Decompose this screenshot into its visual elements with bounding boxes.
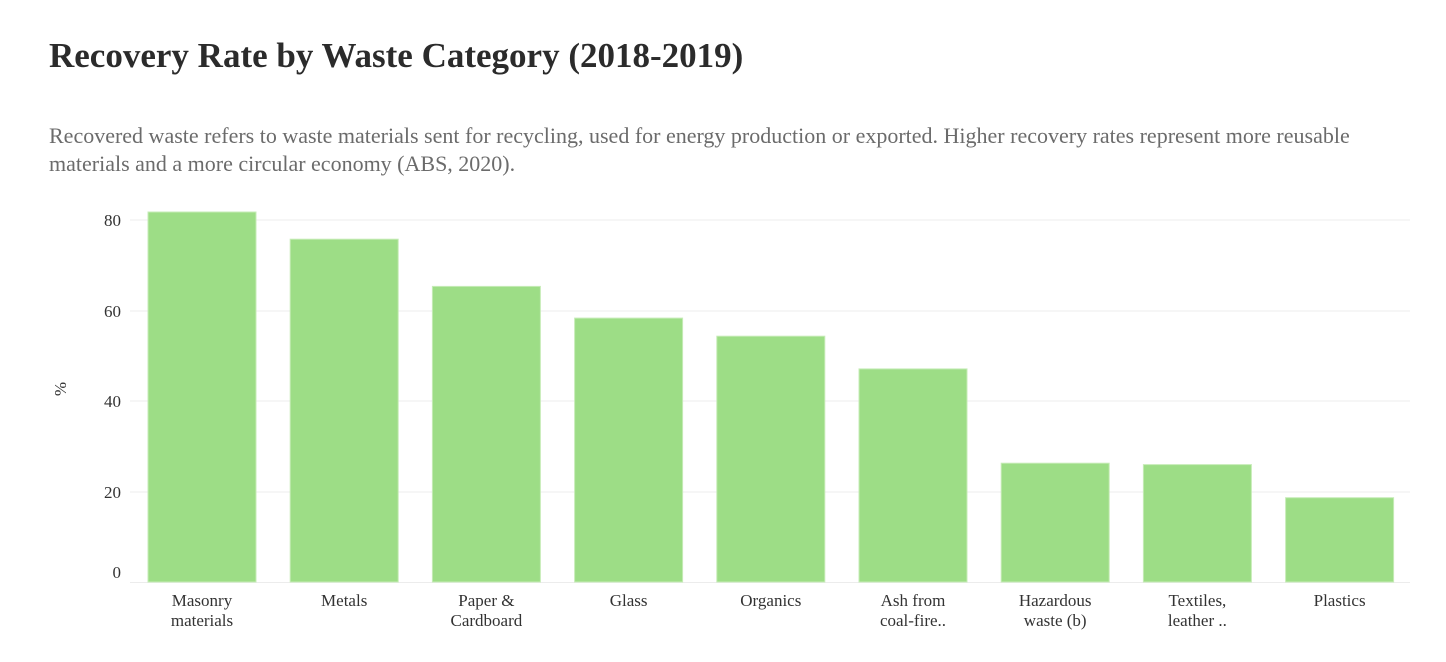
bars [147, 211, 1395, 583]
bar[interactable] [289, 238, 399, 583]
y-tick-label: 40 [104, 392, 121, 411]
chart-title: Recovery Rate by Waste Category (2018-20… [49, 36, 744, 75]
x-tick-label: Paper & Cardboard [451, 591, 523, 630]
x-axis: Masonry materials Metals Paper & Cardboard Gl… [171, 591, 1366, 630]
y-tick-label: 60 [104, 302, 121, 321]
chart-subtitle: Recovered waste refers to waste material… [49, 123, 1350, 176]
x-tick-label: Ash from coal-fire.. [880, 591, 946, 630]
x-tick-label: Glass [610, 591, 648, 610]
y-axis: 0 20 40 60 80 [104, 211, 121, 582]
bar[interactable] [1142, 464, 1252, 583]
bar[interactable] [1000, 462, 1110, 583]
y-tick-label: 20 [104, 483, 121, 502]
y-tick-label: 0 [113, 563, 122, 582]
x-tick-label: Textiles, leather .. [1168, 591, 1227, 630]
x-tick-label: Masonry materials [171, 591, 233, 630]
bar[interactable] [431, 285, 541, 583]
bar[interactable] [1285, 497, 1395, 583]
bar[interactable] [574, 317, 684, 583]
x-tick-label: Metals [321, 591, 367, 610]
bar[interactable] [147, 211, 257, 583]
y-tick-label: 80 [104, 211, 121, 230]
bar[interactable] [858, 368, 968, 583]
x-tick-label: Plastics [1314, 591, 1366, 610]
x-tick-label: Organics [740, 591, 801, 610]
y-axis-title: % [51, 382, 70, 396]
x-tick-label: Hazardous waste (b) [1019, 591, 1092, 630]
bar[interactable] [716, 335, 826, 583]
